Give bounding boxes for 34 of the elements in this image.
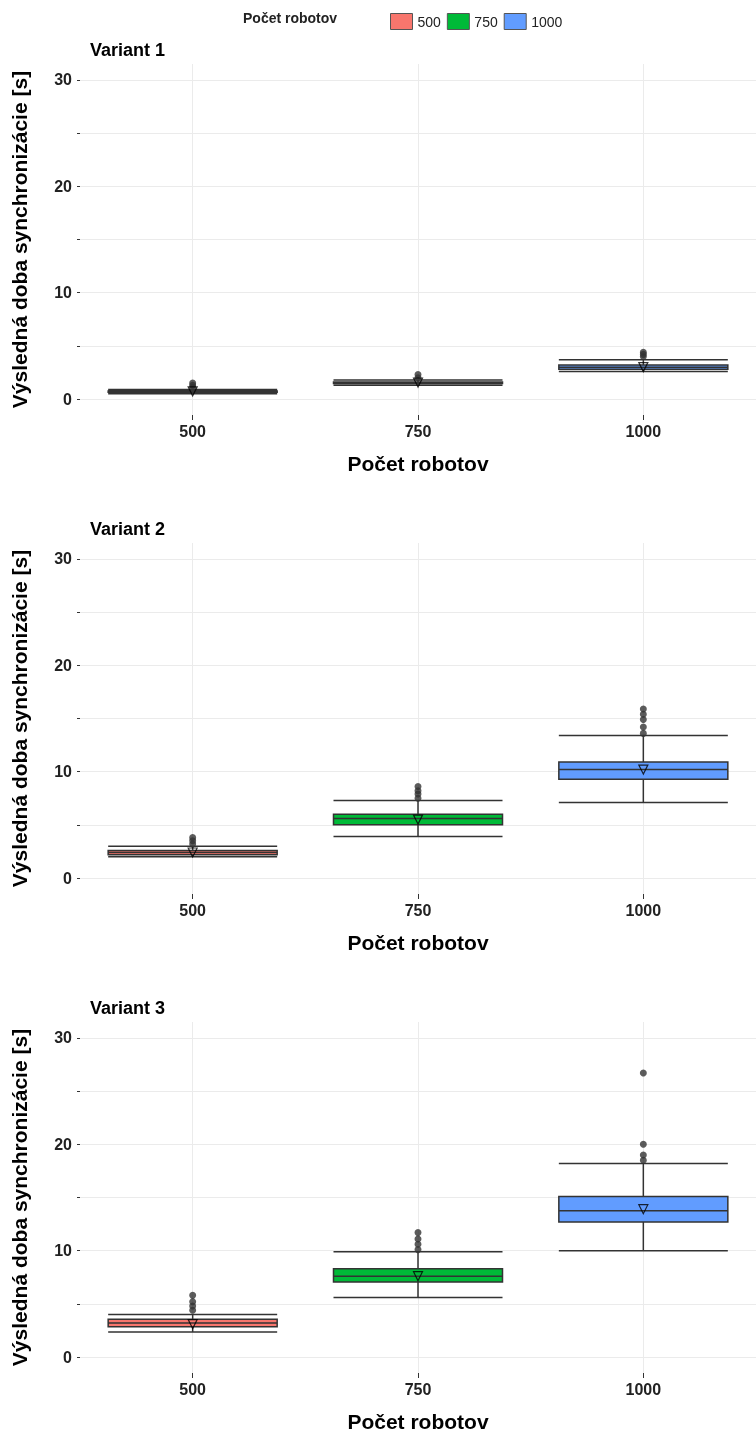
y-tick-label: 10: [54, 763, 73, 781]
x-axis-title: Počet robotov: [347, 1410, 489, 1433]
y-tick-label: 30: [54, 71, 73, 89]
y-axis-title: Výsledná doba synchronizácie [s]: [8, 70, 31, 409]
y-tick-label: 20: [54, 656, 73, 674]
legend-title: Počet robotov: [243, 10, 338, 26]
y-tick-label: 0: [63, 390, 73, 408]
chart-title: Variant 1: [90, 40, 166, 60]
x-axis-title: Počet robotov: [347, 452, 489, 475]
y-tick-label: 0: [63, 869, 73, 887]
legend-label: 500: [417, 13, 442, 30]
y-axis-title: Výsledná doba synchronizácie [s]: [8, 1028, 31, 1367]
y-tick-label: 10: [54, 284, 73, 302]
x-tick-label: 500: [179, 422, 207, 440]
x-tick-label: 1000: [625, 901, 662, 919]
y-tick-label: 30: [54, 1029, 73, 1047]
x-tick-label: 1000: [625, 1380, 662, 1398]
legend-label: 750: [474, 13, 498, 30]
x-tick-label: 750: [404, 422, 432, 440]
x-tick-label: 750: [404, 901, 432, 919]
y-tick-label: 20: [54, 1135, 73, 1153]
y-axis-title: Výsledná doba synchronizácie [s]: [8, 549, 31, 888]
y-tick-label: 0: [63, 1348, 73, 1366]
y-tick-label: 20: [54, 177, 73, 195]
y-tick-label: 30: [54, 550, 73, 568]
x-tick-label: 750: [404, 1380, 432, 1398]
x-tick-label: 1000: [625, 422, 662, 440]
chart-title: Variant 2: [90, 519, 166, 539]
x-tick-label: 500: [179, 1380, 207, 1398]
x-axis-title: Počet robotov: [347, 931, 489, 954]
y-tick-label: 10: [54, 1242, 73, 1260]
legend-label: 1000: [531, 13, 563, 30]
chart-title: Variant 3: [90, 998, 166, 1018]
x-tick-label: 500: [179, 901, 207, 919]
